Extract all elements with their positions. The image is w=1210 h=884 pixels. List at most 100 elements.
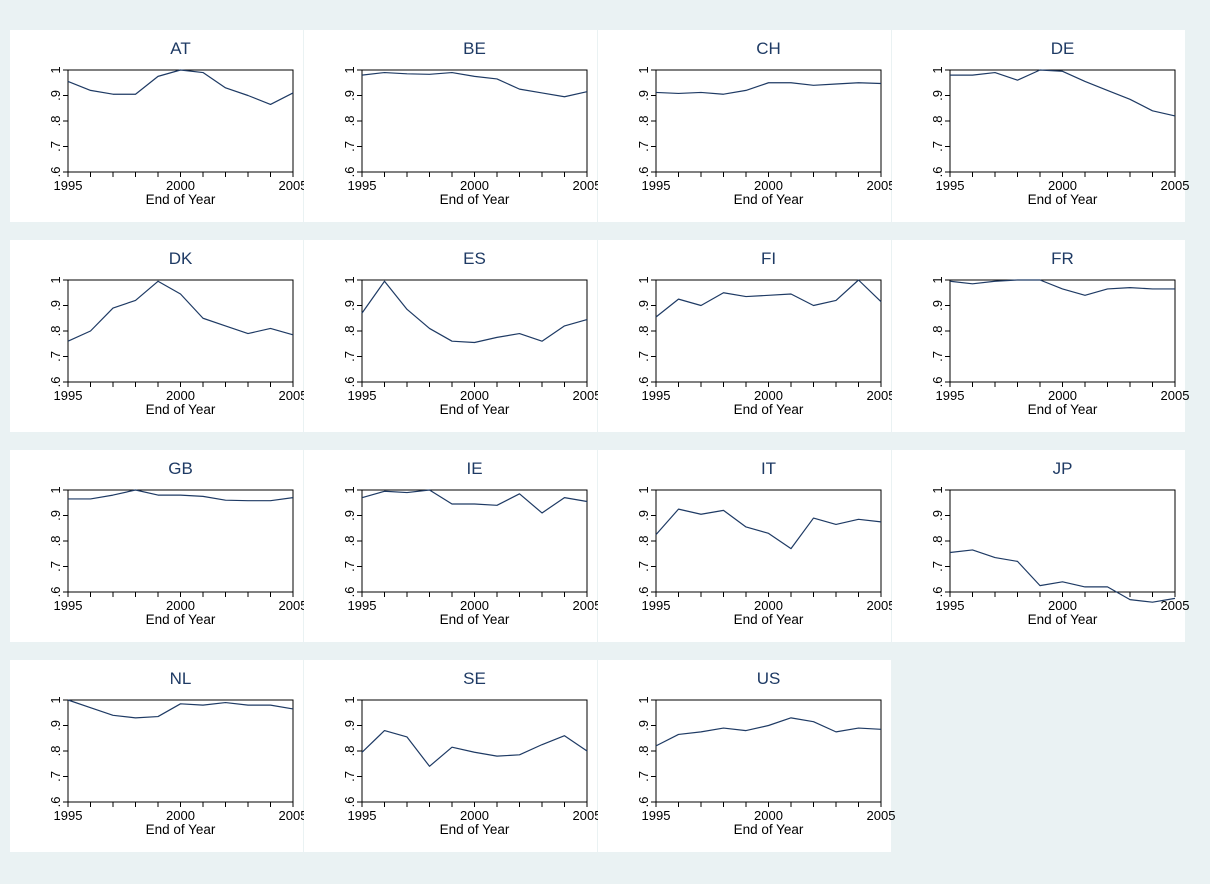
x-tick-label: 2000 (1048, 388, 1077, 403)
plot-region (361, 279, 588, 383)
x-tick-label: 1995 (642, 178, 671, 193)
panel-title: CH (756, 39, 781, 58)
x-tick-label: 2005 (1161, 388, 1190, 403)
x-axis-label: End of Year (440, 822, 510, 837)
panel-title: NL (170, 669, 192, 688)
y-tick-label: .8 (636, 746, 651, 757)
x-tick-label: 2005 (1161, 598, 1190, 613)
x-tick-label: 2000 (460, 808, 489, 823)
series-line (361, 71, 588, 98)
y-tick-label: .9 (48, 90, 63, 101)
panel-nl: NL .6 .7 .8 .9 1 1995 2000 2005 End of Year (10, 660, 307, 852)
plot-region (655, 69, 882, 173)
x-axis-label: End of Year (734, 192, 804, 207)
x-tick-label: 2005 (867, 808, 896, 823)
panel-title: SE (463, 669, 486, 688)
x-tick-label: 2000 (166, 808, 195, 823)
panel-fr: FR .6 .7 .8 .9 1 1995 2000 2005 End of Year (892, 240, 1189, 432)
x-tick-label: 1995 (642, 808, 671, 823)
plot-region (67, 69, 294, 173)
x-tick-label: 2000 (754, 178, 783, 193)
y-tick-label: .7 (48, 351, 63, 362)
panel-title: BE (463, 39, 486, 58)
y-tick-label: 1 (636, 276, 651, 283)
series-line (949, 279, 1175, 296)
y-tick-label: .8 (342, 746, 357, 757)
y-tick-label: .8 (930, 116, 945, 127)
y-tick-label: .9 (930, 300, 945, 311)
plot-region (655, 489, 882, 593)
y-tick-label: .8 (930, 326, 945, 337)
x-tick-label: 2005 (279, 808, 308, 823)
y-tick-label: 1 (636, 696, 651, 703)
plot-region (67, 489, 294, 593)
y-tick-label: 1 (342, 276, 357, 283)
y-tick-label: .7 (342, 771, 357, 782)
y-tick-label: .9 (342, 90, 357, 101)
series-line (67, 699, 294, 719)
y-tick-label: .9 (636, 720, 651, 731)
panel-title: IT (761, 459, 776, 478)
y-tick-label: .7 (342, 351, 357, 362)
series-line (67, 280, 294, 342)
panel-title: DK (169, 249, 193, 268)
panel-at: AT .6 .7 .8 .9 1 1995 2000 2005 End of Year (10, 30, 307, 222)
panel-it: IT .6 .7 .8 .9 1 1995 2000 2005 End of Year (598, 450, 895, 642)
x-tick-label: 1995 (54, 178, 83, 193)
y-tick-label: .6 (48, 797, 63, 808)
y-tick-label: .6 (342, 587, 357, 598)
panel-de: DE .6 .7 .8 .9 1 1995 2000 2005 End of Year (892, 30, 1189, 222)
panel-title: DE (1051, 39, 1075, 58)
panel-se: SE .6 .7 .8 .9 1 1995 2000 2005 End of Year (304, 660, 601, 852)
y-tick-label: .6 (636, 587, 651, 598)
y-tick-label: .8 (48, 536, 63, 547)
series-line (67, 69, 294, 106)
x-tick-label: 2005 (279, 178, 308, 193)
series-line (655, 717, 882, 747)
y-tick-label: .6 (930, 587, 945, 598)
y-tick-label: .6 (48, 587, 63, 598)
x-axis-label: End of Year (734, 402, 804, 417)
plot-region (655, 699, 882, 803)
y-tick-label: .7 (48, 141, 63, 152)
x-tick-label: 1995 (936, 178, 965, 193)
y-tick-label: .7 (48, 771, 63, 782)
y-tick-label: .6 (930, 167, 945, 178)
x-tick-label: 1995 (348, 808, 377, 823)
plot-region (361, 699, 588, 803)
x-tick-label: 2005 (867, 598, 896, 613)
panel-fi: FI .6 .7 .8 .9 1 1995 2000 2005 End of Year (598, 240, 895, 432)
x-tick-label: 1995 (348, 598, 377, 613)
panel-title: ES (463, 249, 486, 268)
x-tick-label: 2000 (166, 178, 195, 193)
x-tick-label: 2000 (754, 808, 783, 823)
y-tick-label: .9 (48, 510, 63, 521)
y-tick-label: .6 (48, 377, 63, 388)
plot-region (949, 69, 1176, 173)
plot-region (361, 69, 588, 173)
y-tick-label: .9 (48, 720, 63, 731)
y-tick-label: 1 (636, 486, 651, 493)
y-tick-label: .9 (342, 300, 357, 311)
panels-group: AT .6 .7 .8 .9 1 1995 2000 2005 End of Year BE .6 .7… (10, 30, 1189, 852)
x-tick-label: 2000 (754, 388, 783, 403)
y-tick-label: .6 (342, 377, 357, 388)
y-tick-label: .8 (636, 116, 651, 127)
plot-region (949, 279, 1176, 383)
y-tick-label: .9 (930, 90, 945, 101)
x-axis-label: End of Year (440, 612, 510, 627)
y-tick-label: .7 (930, 141, 945, 152)
y-tick-label: 1 (342, 66, 357, 73)
plot-region (361, 489, 588, 593)
x-axis-label: End of Year (146, 402, 216, 417)
x-tick-label: 2000 (1048, 598, 1077, 613)
x-tick-label: 2000 (460, 598, 489, 613)
panel-es: ES .6 .7 .8 .9 1 1995 2000 2005 End of Year (304, 240, 601, 432)
y-tick-label: 1 (48, 276, 63, 283)
y-tick-label: .7 (342, 141, 357, 152)
x-tick-label: 2000 (754, 598, 783, 613)
y-tick-label: .7 (636, 351, 651, 362)
x-tick-label: 1995 (936, 388, 965, 403)
series-line (655, 279, 882, 318)
y-tick-label: 1 (930, 486, 945, 493)
